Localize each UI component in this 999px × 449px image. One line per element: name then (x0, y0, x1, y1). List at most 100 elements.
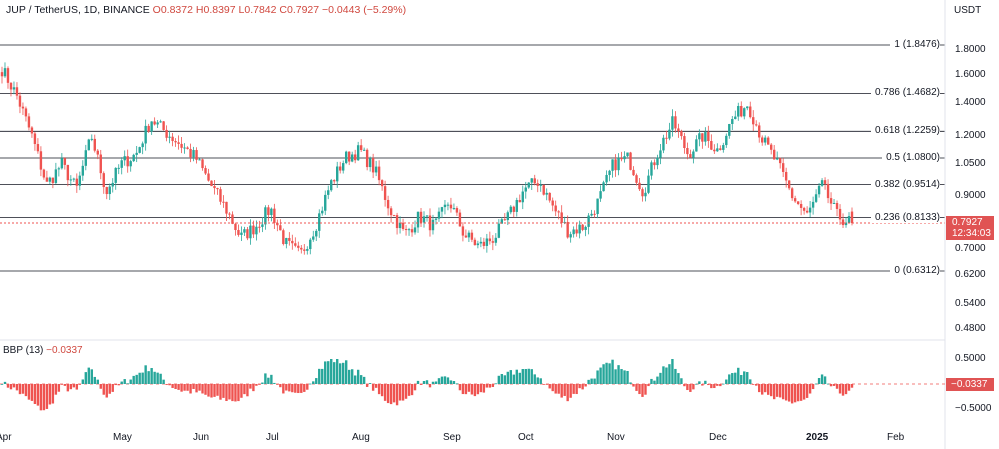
candle-body[interactable] (93, 138, 96, 151)
candle-body[interactable] (144, 125, 147, 144)
candle-body[interactable] (60, 158, 64, 169)
candle-body[interactable] (318, 213, 321, 231)
candle-body[interactable] (581, 224, 584, 230)
candle-body[interactable] (344, 151, 348, 164)
candle-body[interactable] (333, 180, 336, 182)
candle-body[interactable] (419, 211, 423, 223)
candle-body[interactable] (120, 160, 123, 168)
candle-body[interactable] (240, 232, 243, 235)
candle-body[interactable] (162, 121, 165, 130)
candle-body[interactable] (835, 202, 839, 209)
candle-body[interactable] (524, 187, 527, 192)
candle-body[interactable] (36, 144, 40, 152)
candle-body[interactable] (677, 128, 680, 132)
candle-body[interactable] (473, 239, 477, 246)
candle-body[interactable] (668, 129, 671, 139)
candle-body[interactable] (659, 150, 662, 158)
candle-body[interactable] (180, 143, 183, 148)
candle-body[interactable] (365, 149, 369, 168)
candle-body[interactable] (237, 229, 240, 235)
candle-body[interactable] (371, 158, 375, 173)
candle-body[interactable] (198, 159, 201, 161)
candle-body[interactable] (683, 136, 686, 149)
candle-body[interactable] (377, 166, 381, 181)
candle-body[interactable] (165, 129, 168, 138)
candle-body[interactable] (641, 189, 644, 197)
candle-body[interactable] (306, 249, 309, 251)
candle-body[interactable] (500, 219, 504, 224)
candle-body[interactable] (731, 119, 734, 124)
candle-body[interactable] (72, 178, 76, 180)
candle-body[interactable] (458, 212, 462, 227)
candle-body[interactable] (210, 180, 213, 187)
candle-body[interactable] (27, 116, 31, 128)
candle-body[interactable] (443, 204, 447, 208)
candle-body[interactable] (368, 158, 372, 168)
candle-body[interactable] (823, 180, 827, 184)
candle-body[interactable] (542, 184, 545, 195)
candle-body[interactable] (605, 174, 608, 183)
candle-body[interactable] (515, 200, 518, 212)
candle-body[interactable] (608, 170, 611, 175)
candle-body[interactable] (572, 229, 575, 235)
candle-body[interactable] (590, 213, 593, 216)
candle-body[interactable] (45, 177, 49, 182)
candle-body[interactable] (482, 241, 486, 246)
candle-body[interactable] (291, 240, 294, 244)
candle-body[interactable] (698, 133, 701, 140)
candle-body[interactable] (599, 191, 602, 199)
candle-body[interactable] (96, 150, 99, 155)
candle-body[interactable] (802, 207, 806, 211)
candle-body[interactable] (446, 204, 450, 206)
candle-body[interactable] (497, 223, 501, 238)
candle-body[interactable] (84, 150, 88, 166)
candle-body[interactable] (578, 224, 581, 234)
candle-body[interactable] (273, 208, 276, 223)
candle-body[interactable] (769, 144, 773, 150)
candle-body[interactable] (159, 121, 162, 123)
candle-body[interactable] (309, 239, 312, 250)
candle-body[interactable] (557, 211, 560, 213)
candle-body[interactable] (219, 189, 222, 202)
candle-body[interactable] (243, 229, 246, 233)
candle-body[interactable] (386, 199, 390, 209)
candle-body[interactable] (108, 186, 111, 195)
candle-body[interactable] (554, 205, 557, 212)
candle-body[interactable] (389, 208, 393, 216)
candle-body[interactable] (21, 106, 25, 109)
candle-body[interactable] (75, 178, 79, 186)
candle-body[interactable] (123, 156, 126, 161)
candle-body[interactable] (114, 167, 117, 183)
candle-body[interactable] (204, 168, 207, 174)
candle-body[interactable] (545, 192, 548, 195)
candle-body[interactable] (761, 137, 764, 143)
candle-body[interactable] (66, 164, 70, 181)
candle-body[interactable] (279, 225, 282, 231)
candle-body[interactable] (189, 148, 192, 158)
candle-body[interactable] (620, 158, 623, 160)
candle-body[interactable] (294, 243, 297, 246)
candle-body[interactable] (416, 211, 420, 228)
candle-body[interactable] (716, 148, 719, 152)
candle-body[interactable] (12, 87, 16, 90)
candle-body[interactable] (297, 245, 300, 248)
candle-body[interactable] (183, 147, 186, 149)
candle-body[interactable] (701, 133, 704, 142)
candle-body[interactable] (177, 142, 180, 144)
candle-body[interactable] (772, 149, 776, 160)
candle-body[interactable] (575, 229, 578, 234)
candle-body[interactable] (653, 162, 656, 166)
candle-body[interactable] (392, 215, 396, 217)
candle-body[interactable] (330, 180, 333, 191)
candle-body[interactable] (410, 229, 414, 233)
candle-body[interactable] (380, 180, 384, 187)
candle-body[interactable] (300, 247, 303, 250)
candle-body[interactable] (303, 249, 306, 251)
candle-body[interactable] (261, 224, 264, 227)
candle-body[interactable] (192, 150, 195, 158)
candle-body[interactable] (315, 230, 318, 237)
candle-body[interactable] (150, 121, 153, 132)
candle-body[interactable] (539, 184, 542, 186)
candle-body[interactable] (566, 221, 569, 238)
candle-body[interactable] (42, 169, 46, 178)
